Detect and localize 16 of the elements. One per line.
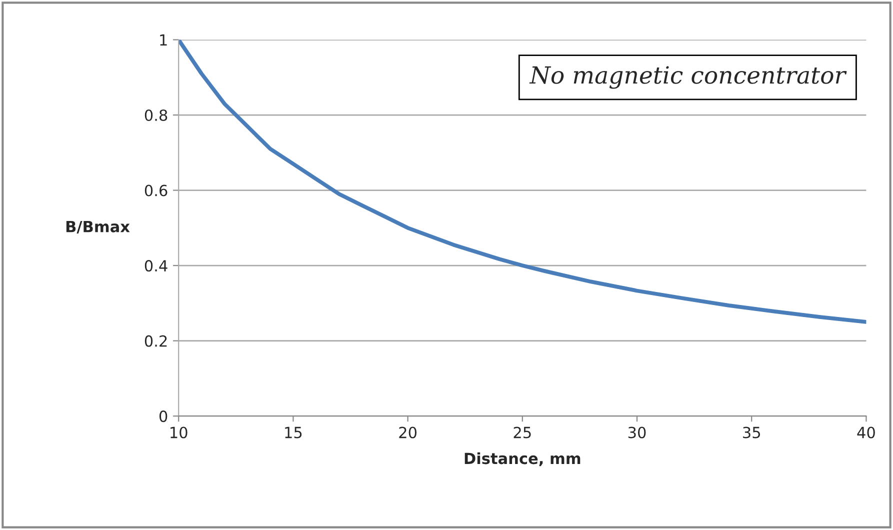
y-tick-label: 1 [160, 34, 167, 46]
x-tick-label: 30 [628, 426, 646, 438]
x-tick-label: 40 [857, 426, 875, 438]
x-tick-label: 20 [399, 426, 417, 438]
x-tick-label: 15 [285, 426, 302, 438]
y-tick-label: 0.4 [144, 260, 168, 272]
x-tick-label: 25 [514, 426, 531, 438]
y-tick-label: 0 [159, 410, 168, 422]
y-axis-title: B/Bmax [66, 220, 130, 234]
x-tick-label: 10 [170, 426, 188, 438]
y-tick-label: 0.2 [144, 335, 167, 347]
y-tick-label: 0.8 [144, 109, 168, 122]
x-tick-label: 35 [743, 426, 760, 438]
x-axis-title: Distance, mm [464, 452, 580, 466]
annotation: No magnetic concentrator [529, 66, 847, 89]
y-tick-label: 0.6 [144, 184, 168, 196]
